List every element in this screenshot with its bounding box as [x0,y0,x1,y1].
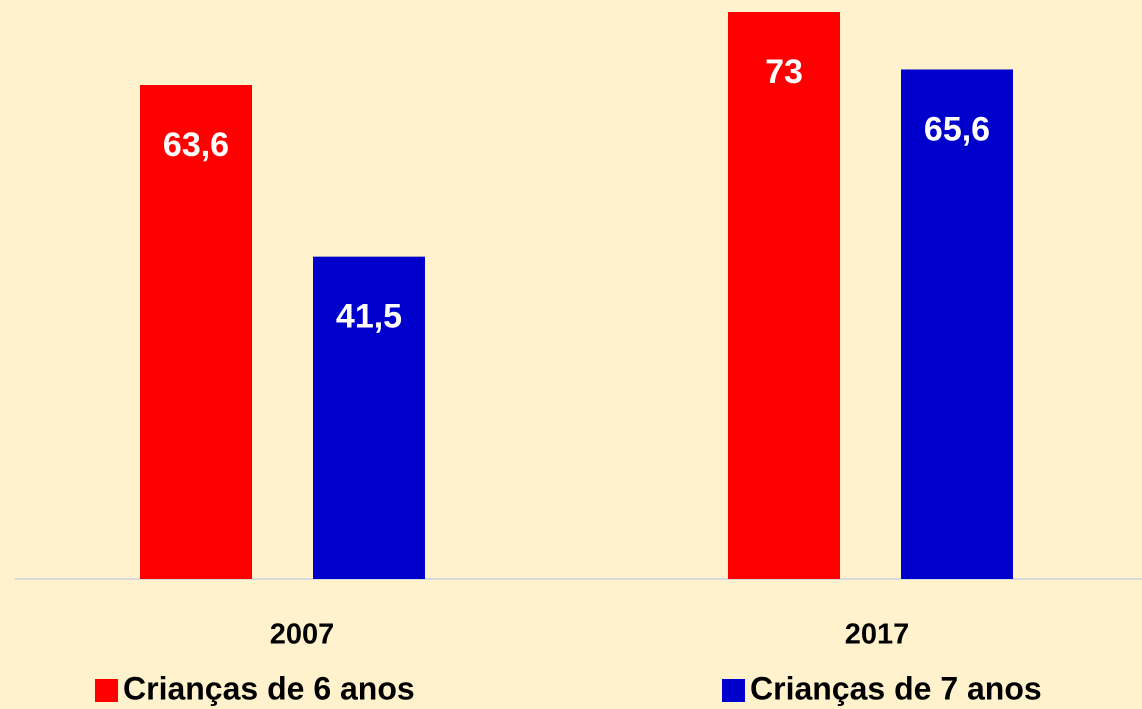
bar [728,12,840,579]
legend-label: Crianças de 7 anos [750,670,1042,706]
legend-label: Crianças de 6 anos [123,670,415,706]
legend-swatch [95,679,118,702]
value-label: 41,5 [336,298,402,336]
legend-swatch [722,679,745,702]
value-label: 63,6 [163,126,229,164]
bar [313,256,425,579]
value-label: 65,6 [924,110,990,148]
value-label: 73 [765,53,803,91]
bar [140,85,252,579]
x-tick-label: 2007 [270,619,335,651]
bar [901,69,1013,579]
x-tick-label: 2017 [845,619,910,651]
